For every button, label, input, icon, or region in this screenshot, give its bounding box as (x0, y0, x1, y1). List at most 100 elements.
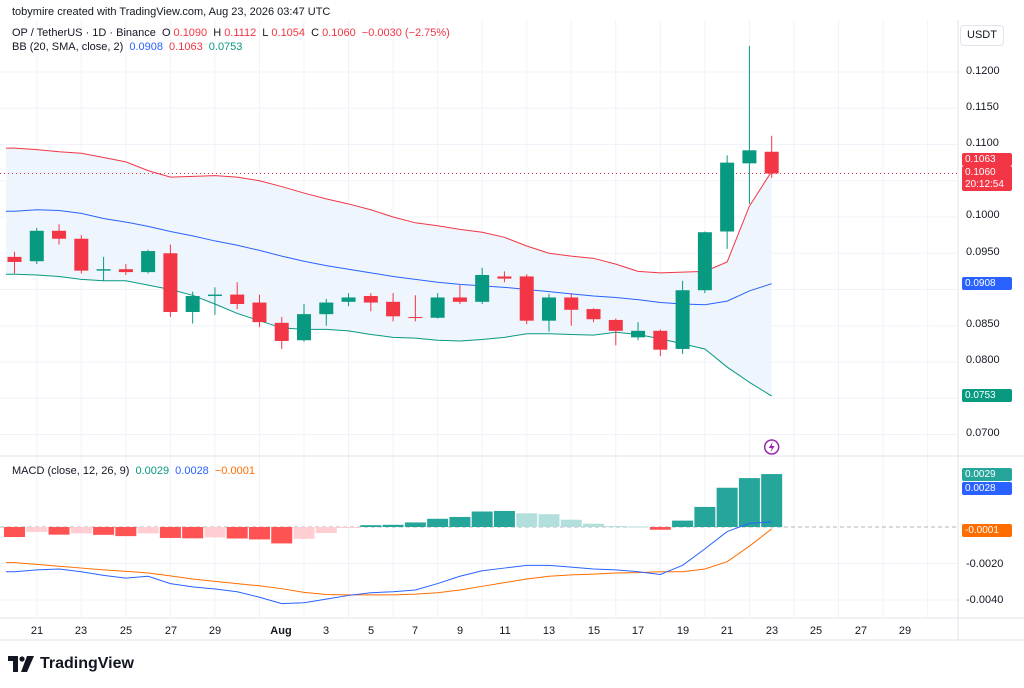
tradingview-logo-icon (8, 656, 34, 672)
macd-hist-bar (48, 527, 70, 535)
x-tick: 9 (456, 625, 464, 637)
close-value: 0.1060 (322, 27, 356, 39)
macd-hist-bar (204, 527, 226, 538)
y-tick: 0.0950 (966, 246, 1000, 258)
candle-down (764, 151, 779, 174)
price-badge: 0.1060 (962, 166, 1012, 179)
countdown-badge: 20:12:54 (962, 178, 1012, 191)
candle-down (586, 309, 601, 320)
currency-button[interactable]: USDT (960, 25, 1004, 46)
x-tick: 29 (208, 625, 222, 637)
candle-down (7, 256, 22, 262)
x-tick: 19 (676, 625, 690, 637)
macd-hist-bar (404, 522, 426, 527)
x-tick: 15 (587, 625, 601, 637)
change-value: −0.0030 (−2.75%) (361, 27, 450, 39)
macd-hist-bar (26, 527, 48, 532)
bb-legend: BB (20, SMA, close, 2) 0.0908 0.1063 0.0… (12, 41, 245, 53)
macd-hist-bar (159, 527, 181, 538)
candle-down (52, 230, 67, 239)
x-tick: 29 (898, 625, 912, 637)
candle-up (319, 302, 334, 315)
bb-basis-line (6, 209, 772, 306)
candle-down (519, 276, 534, 321)
candle-up (675, 290, 690, 349)
candle-down (118, 269, 133, 273)
x-tick: Aug (270, 625, 292, 637)
bb-band-fill (6, 148, 772, 397)
open-value: 0.1090 (173, 27, 208, 39)
macd-hist-bar (271, 527, 293, 544)
candle-up (430, 297, 445, 318)
macd-hist-bar (338, 527, 360, 528)
candle-up (207, 294, 222, 297)
candle-up (341, 297, 356, 302)
candle-up (297, 314, 312, 341)
candle-up (631, 330, 646, 338)
candle-down (74, 238, 89, 271)
macd-hist-bar (226, 527, 248, 539)
macd-hist-bar (70, 527, 92, 534)
x-tick: 27 (164, 625, 178, 637)
macd-signal-line (6, 528, 772, 596)
macd-signal-badge: -0.0001 (962, 524, 1012, 537)
x-tick: 11 (499, 625, 511, 637)
bb-upper-value: 0.1063 (169, 41, 203, 53)
macd-hist-bar (137, 527, 159, 534)
x-tick: 7 (411, 625, 419, 637)
candle-up (742, 150, 757, 164)
macd-hist-bar (471, 511, 493, 527)
x-tick: 5 (367, 625, 375, 637)
x-tick: 25 (809, 625, 823, 637)
macd-hist-bar (627, 526, 649, 528)
lightning-icon (763, 439, 780, 455)
macd-hist-bar (516, 513, 538, 527)
candle-down (653, 330, 668, 350)
low-label: L (262, 27, 269, 39)
y-tick: 0.1100 (966, 137, 999, 149)
candle-down (408, 317, 423, 319)
macd-hist-bar (182, 527, 204, 539)
x-tick: 3 (322, 625, 330, 637)
bb-basis-value: 0.0908 (129, 41, 163, 53)
candle-up (185, 296, 200, 312)
watermark: tobymire created with TradingView.com, A… (12, 6, 331, 18)
x-tick: 17 (631, 625, 645, 637)
macd-hist-bar (493, 510, 515, 527)
macd-hist-bar (672, 520, 694, 527)
candle-up (720, 162, 735, 232)
macd-hist-bar (382, 524, 404, 527)
tradingview-logo[interactable]: TradingView (8, 655, 134, 673)
candle-up (96, 269, 111, 271)
bb-upper-badge: 0.1063 (962, 153, 1012, 166)
macd-hist-bar (694, 506, 716, 527)
x-tick: 13 (542, 625, 556, 637)
y-tick: 0.1200 (966, 65, 1000, 77)
y-tick: 0.1150 (966, 101, 999, 113)
bb-lower-badge: 0.0753 (962, 389, 1012, 402)
y-tick: 0.0850 (966, 318, 1000, 330)
candle-down (274, 322, 289, 341)
symbol-title: OP / TetherUS · 1D · Binance (12, 27, 156, 39)
macd-hist-bar (583, 523, 605, 527)
macd-hist-bar (93, 527, 115, 535)
candle-down (363, 296, 378, 303)
candle-down (386, 301, 401, 317)
x-tick: 23 (74, 625, 88, 637)
macd-hist-bar (738, 478, 760, 527)
candle-up (697, 232, 712, 291)
candle-down (163, 253, 178, 312)
macd-hist-badge: 0.0029 (962, 468, 1012, 481)
bb-label: BB (20, SMA, close, 2) (12, 41, 124, 53)
macd-hist-bar (716, 487, 738, 527)
macd-hist-bar (560, 519, 582, 527)
macd-hist-bar (649, 527, 671, 530)
x-tick: 25 (119, 625, 133, 637)
candle-down (252, 302, 267, 323)
macd-label: MACD (close, 12, 26, 9) (12, 465, 130, 477)
candle-down (452, 297, 467, 302)
candle-up (475, 275, 490, 302)
macd-line-value: 0.0028 (175, 465, 209, 477)
macd-y-tick: -0.0020 (966, 558, 1004, 570)
